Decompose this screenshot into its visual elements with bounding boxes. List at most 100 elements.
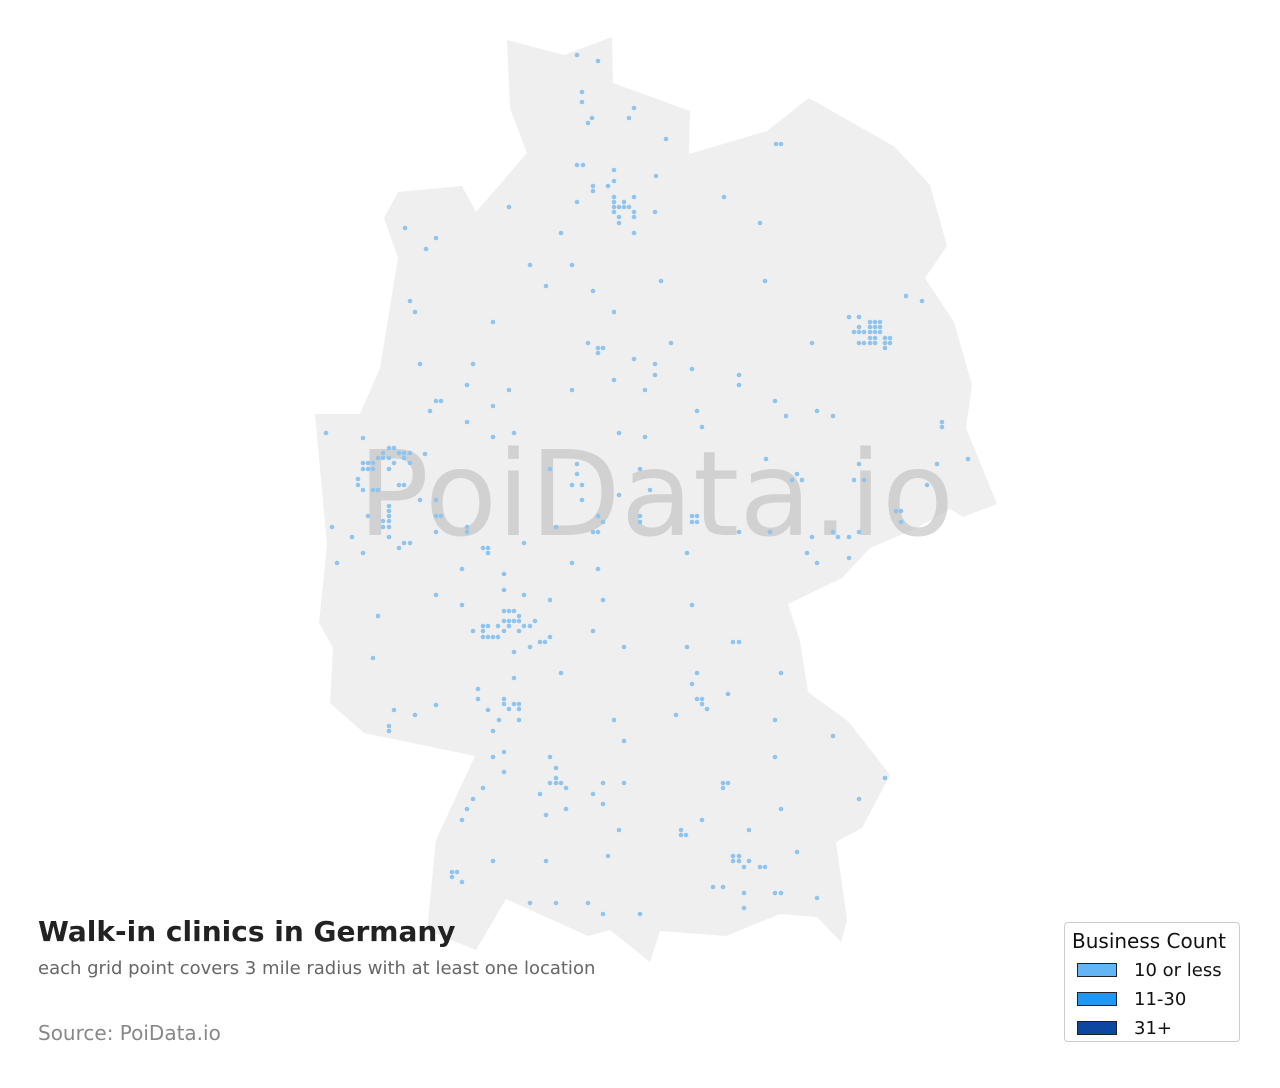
grid-point	[809, 340, 815, 346]
grid-point	[647, 487, 653, 493]
grid-point	[438, 398, 444, 404]
grid-point	[809, 534, 815, 540]
grid-point	[877, 329, 883, 335]
grid-point	[391, 460, 397, 466]
grid-point	[480, 634, 486, 640]
grid-point	[490, 858, 496, 864]
grid-point	[867, 324, 873, 330]
grid-point	[574, 162, 580, 168]
grid-point	[485, 545, 491, 551]
grid-point	[495, 623, 501, 629]
grid-point	[867, 340, 873, 346]
grid-point	[547, 466, 553, 472]
grid-point	[527, 262, 533, 268]
grid-point	[924, 482, 930, 488]
grid-point	[684, 550, 690, 556]
grid-point	[516, 613, 522, 619]
grid-point	[611, 194, 617, 200]
grid-point	[516, 706, 522, 712]
grid-point	[741, 905, 747, 911]
grid-point	[767, 529, 773, 535]
grid-point	[689, 366, 695, 372]
grid-point	[856, 461, 862, 467]
grid-point	[553, 765, 559, 771]
grid-point	[516, 717, 522, 723]
grid-point	[470, 361, 476, 367]
grid-point	[579, 482, 585, 488]
grid-point	[626, 115, 632, 121]
grid-point	[794, 471, 800, 477]
grid-point	[433, 529, 439, 535]
grid-point	[611, 167, 617, 173]
grid-point	[631, 209, 637, 215]
grid-point	[616, 492, 622, 498]
grid-point	[558, 780, 564, 786]
grid-point	[547, 780, 553, 786]
grid-point	[407, 460, 413, 466]
grid-point	[532, 618, 538, 624]
grid-point	[407, 540, 413, 546]
grid-point	[684, 644, 690, 650]
grid-point	[694, 696, 700, 702]
grid-point	[611, 717, 617, 723]
grid-point	[872, 329, 878, 335]
grid-point	[464, 419, 470, 425]
grid-point	[804, 550, 810, 556]
grid-point	[631, 230, 637, 236]
grid-point	[611, 309, 617, 315]
grid-point	[600, 780, 606, 786]
grid-point	[521, 540, 527, 546]
grid-point	[506, 204, 512, 210]
grid-point	[600, 801, 606, 807]
grid-point	[736, 853, 742, 859]
grid-point	[433, 592, 439, 598]
grid-point	[527, 644, 533, 650]
grid-point	[872, 319, 878, 325]
grid-point	[867, 319, 873, 325]
grid-point	[595, 566, 601, 572]
grid-point	[694, 519, 700, 525]
grid-point	[360, 487, 366, 493]
grid-point	[830, 529, 836, 535]
grid-point	[877, 324, 883, 330]
grid-point	[589, 115, 595, 121]
grid-point	[459, 817, 465, 823]
grid-point	[757, 220, 763, 226]
grid-point	[360, 466, 366, 472]
grid-point	[459, 566, 465, 572]
grid-point	[730, 858, 736, 864]
grid-point	[563, 785, 569, 791]
grid-point	[433, 702, 439, 708]
grid-point	[464, 529, 470, 535]
grid-point	[470, 628, 476, 634]
grid-point	[464, 524, 470, 530]
grid-point	[375, 487, 381, 493]
grid-point	[631, 105, 637, 111]
grid-point	[501, 587, 507, 593]
grid-point	[799, 477, 805, 483]
grid-point	[621, 644, 627, 650]
grid-point	[402, 225, 408, 231]
grid-point	[846, 314, 852, 320]
grid-point	[422, 451, 428, 457]
grid-point	[736, 529, 742, 535]
grid-point	[861, 340, 867, 346]
grid-point	[569, 560, 575, 566]
grid-point	[856, 796, 862, 802]
grid-point	[595, 58, 601, 64]
grid-point	[814, 895, 820, 901]
grid-point	[490, 634, 496, 640]
grid-point	[370, 466, 376, 472]
grid-point	[673, 712, 679, 718]
legend-swatch	[1077, 992, 1117, 1006]
grid-point	[794, 849, 800, 855]
grid-point	[585, 900, 591, 906]
grid-point	[704, 706, 710, 712]
grid-point	[506, 618, 512, 624]
grid-point	[475, 686, 481, 692]
grid-point	[574, 471, 580, 477]
grid-point	[736, 382, 742, 388]
grid-point	[449, 874, 455, 880]
grid-point	[653, 173, 659, 179]
